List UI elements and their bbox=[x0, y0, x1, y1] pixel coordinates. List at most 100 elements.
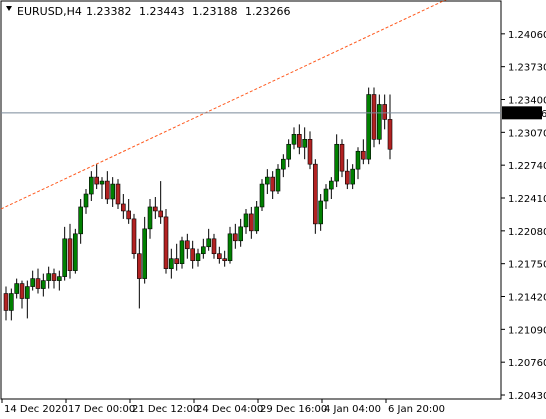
candle-body bbox=[291, 134, 297, 145]
candle-body bbox=[9, 293, 14, 311]
candle-body bbox=[371, 94, 377, 140]
candle-body bbox=[211, 238, 217, 255]
candle-body bbox=[345, 170, 350, 185]
candle-body bbox=[174, 258, 179, 264]
plot-frame bbox=[0, 0, 502, 400]
candle-body bbox=[334, 143, 339, 182]
candle-body bbox=[121, 203, 126, 212]
candle-body bbox=[281, 158, 286, 170]
x-tick-label: 29 Dec 16:00 bbox=[260, 404, 327, 415]
y-tick-label: 1.22080 bbox=[508, 227, 546, 238]
candle-body bbox=[83, 193, 89, 208]
candle-body bbox=[105, 180, 110, 200]
candle-body bbox=[41, 280, 46, 289]
candle-body bbox=[62, 238, 67, 277]
candle-body bbox=[249, 213, 254, 232]
y-tick-label: 1.24060 bbox=[508, 30, 546, 41]
candle-body bbox=[233, 233, 238, 242]
candle-body bbox=[323, 188, 329, 202]
candle-body bbox=[185, 240, 190, 250]
current-price-tag bbox=[502, 106, 542, 120]
candle-body bbox=[115, 183, 121, 205]
candle-body bbox=[206, 238, 211, 248]
candle-body bbox=[243, 213, 249, 228]
current-price-label: 1.23266 bbox=[506, 109, 546, 120]
candle-body bbox=[265, 176, 270, 185]
x-tick-label: 24 Dec 04:00 bbox=[196, 404, 263, 415]
candle-body bbox=[131, 218, 137, 255]
y-axis: 1.24060 1.23730 1.23400 1.23070 1.22740 1.224… bbox=[501, 30, 546, 402]
candle-body bbox=[163, 216, 169, 269]
candle-body bbox=[387, 119, 393, 150]
candle-body bbox=[35, 278, 41, 289]
candle-body bbox=[382, 104, 387, 120]
y-tick-label: 1.23400 bbox=[508, 96, 546, 107]
candle-body bbox=[350, 168, 355, 185]
candle-body bbox=[19, 283, 25, 299]
candle-body bbox=[142, 228, 147, 279]
candle-body bbox=[355, 150, 361, 170]
x-tick-label: 14 Dec 2020 bbox=[4, 404, 68, 415]
candle-body bbox=[147, 206, 153, 230]
candle-body bbox=[126, 210, 131, 220]
y-tick-label: 1.21750 bbox=[508, 260, 546, 271]
x-tick-label: 6 Jan 20:00 bbox=[388, 404, 445, 415]
candle-body bbox=[51, 273, 57, 281]
candle-body bbox=[201, 246, 206, 255]
candle-body bbox=[158, 210, 163, 218]
candle-body bbox=[361, 150, 366, 160]
y-tick-label: 1.23070 bbox=[508, 128, 546, 139]
candle-body bbox=[313, 163, 318, 225]
symbol-label: EURUSD,H4 bbox=[17, 5, 82, 18]
candle-body bbox=[99, 180, 105, 185]
candle-body bbox=[254, 206, 259, 232]
candle-body bbox=[238, 226, 243, 242]
candle-body bbox=[297, 134, 302, 148]
y-tick-label: 1.20760 bbox=[508, 358, 546, 369]
candle-body bbox=[46, 273, 51, 281]
candle-body bbox=[366, 94, 371, 160]
candle-body bbox=[57, 276, 62, 281]
ohlc-open: 1.23382 bbox=[86, 5, 132, 18]
candle-body bbox=[190, 248, 195, 261]
candle-body bbox=[14, 283, 19, 294]
y-tick-label: 1.23730 bbox=[508, 63, 546, 74]
candle-body bbox=[307, 139, 313, 165]
candle-body bbox=[286, 143, 291, 160]
candle-body bbox=[94, 176, 99, 185]
candle-body bbox=[222, 258, 227, 261]
trendline[interactable] bbox=[0, 0, 492, 210]
candle-body bbox=[270, 176, 275, 192]
candle-body bbox=[89, 176, 94, 195]
y-tick-label: 1.21420 bbox=[508, 293, 546, 304]
candle-body bbox=[275, 168, 281, 192]
y-tick-label: 1.22410 bbox=[508, 194, 546, 205]
candle-body bbox=[3, 293, 9, 311]
y-tick-label: 1.20430 bbox=[508, 391, 546, 402]
candle-body bbox=[153, 206, 158, 212]
candle-body bbox=[179, 240, 185, 264]
candle-body bbox=[67, 238, 73, 271]
candle-body bbox=[318, 200, 323, 225]
candle-body bbox=[25, 286, 30, 299]
candle-body bbox=[227, 233, 233, 261]
candle-body bbox=[30, 278, 35, 287]
x-tick-label: 17 Dec 00:00 bbox=[68, 404, 135, 415]
candle-body bbox=[339, 143, 345, 172]
candle-body bbox=[195, 253, 201, 261]
ohlc-high: 1.23443 bbox=[139, 5, 185, 18]
x-tick-label: 21 Dec 12:00 bbox=[132, 404, 199, 415]
y-tick-label: 1.21090 bbox=[508, 325, 546, 336]
candle-body bbox=[377, 104, 382, 140]
candle-body bbox=[329, 180, 334, 190]
candle-body bbox=[302, 139, 307, 148]
candle-body bbox=[259, 183, 265, 208]
candle-body bbox=[217, 253, 222, 260]
candle-body bbox=[137, 253, 142, 279]
candle-body bbox=[110, 183, 115, 200]
ohlc-close: 1.23266 bbox=[245, 5, 291, 18]
collapse-triangle-icon[interactable] bbox=[6, 6, 12, 11]
